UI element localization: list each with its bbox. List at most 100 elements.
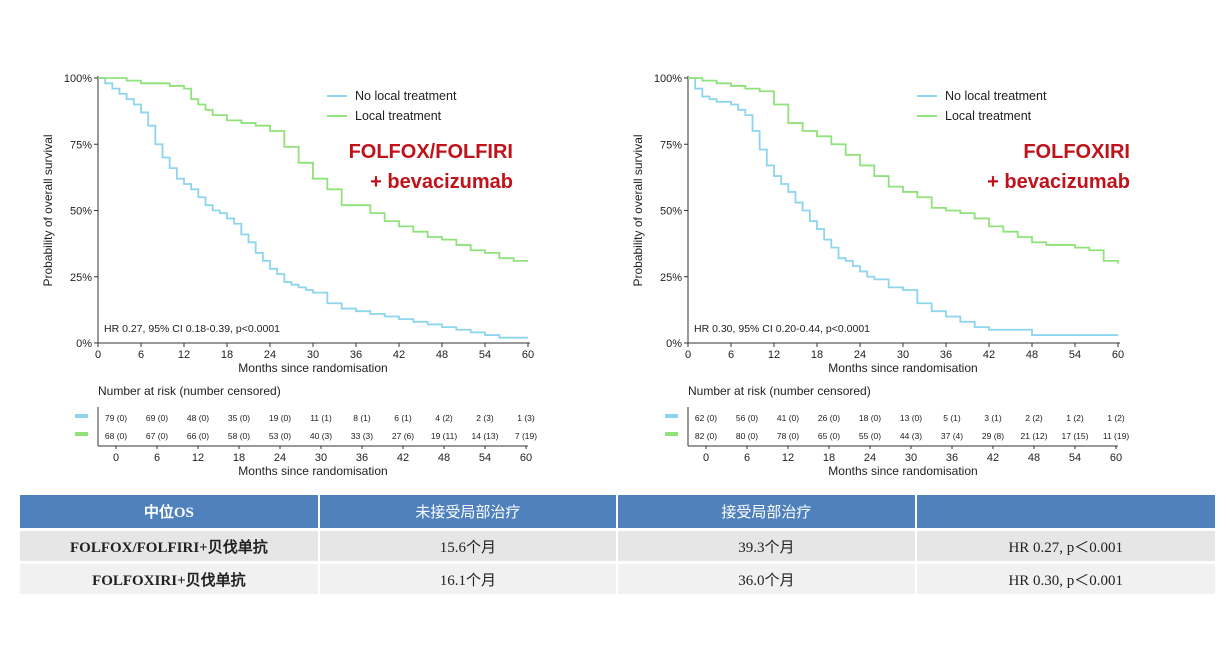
hr-cell: HR 0.30, p＜0.001 <box>916 564 1215 594</box>
risk-x-tick-label: 18 <box>233 452 245 464</box>
x-axis-label: Months since randomisation <box>828 361 977 375</box>
x-tick-label: 30 <box>897 349 909 361</box>
risk-count: 56 (0) <box>736 413 758 423</box>
x-tick-label: 6 <box>728 349 734 361</box>
x-tick-label: 24 <box>264 349 276 361</box>
risk-count: 13 (0) <box>900 413 922 423</box>
risk-count: 2 (3) <box>476 413 494 423</box>
risk-count: 1 (2) <box>1066 413 1084 423</box>
regimen-annotation: FOLFOX/FOLFIRI <box>349 141 513 163</box>
risk-count: 5 (1) <box>943 413 961 423</box>
y-tick-label: 75% <box>660 139 682 151</box>
risk-count: 82 (0) <box>695 431 717 441</box>
risk-x-tick-label: 54 <box>1069 452 1081 464</box>
risk-x-tick-label: 6 <box>744 452 750 464</box>
hr-text: HR 0.30, 95% CI 0.20-0.44, p<0.0001 <box>694 323 870 335</box>
y-tick-label: 0% <box>666 338 682 350</box>
x-tick-label: 24 <box>854 349 866 361</box>
x-tick-label: 36 <box>940 349 952 361</box>
risk-count: 78 (0) <box>777 431 799 441</box>
risk-count: 53 (0) <box>269 431 291 441</box>
x-tick-label: 36 <box>350 349 362 361</box>
survival-curve-local-treatment <box>98 77 528 262</box>
x-tick-label: 0 <box>685 349 691 361</box>
risk-count: 62 (0) <box>695 413 717 423</box>
risk-count: 37 (4) <box>941 431 963 441</box>
risk-x-tick-label: 42 <box>987 452 999 464</box>
risk-count: 80 (0) <box>736 431 758 441</box>
risk-count: 1 (3) <box>517 413 535 423</box>
median-os-table: 中位OS 未接受局部治疗 接受局部治疗 FOLFOX/FOLFIRI+贝伐单抗 … <box>18 492 1217 597</box>
header-no-local-treatment: 未接受局部治疗 <box>319 495 617 528</box>
risk-count: 41 (0) <box>777 413 799 423</box>
risk-x-axis-label: Months since randomisation <box>238 464 387 478</box>
risk-count: 67 (0) <box>146 431 168 441</box>
x-tick-label: 12 <box>768 349 780 361</box>
y-axis-label: Probability of overall survival <box>41 134 55 286</box>
x-tick-label: 30 <box>307 349 319 361</box>
risk-count: 2 (2) <box>1025 413 1043 423</box>
legend-label: No local treatment <box>355 89 457 103</box>
risk-x-tick-label: 12 <box>192 452 204 464</box>
local-os-cell: 39.3个月 <box>618 531 915 561</box>
risk-row-swatch <box>665 432 678 436</box>
y-tick-label: 50% <box>660 206 682 218</box>
x-tick-label: 54 <box>479 349 491 361</box>
survival-curve-local-treatment <box>688 77 1119 264</box>
risk-x-tick-label: 24 <box>864 452 876 464</box>
regimen-cell: FOLFOXIRI+贝伐单抗 <box>20 564 318 594</box>
no-local-os-cell: 16.1个月 <box>319 564 617 594</box>
legend-label: No local treatment <box>945 89 1047 103</box>
risk-count: 44 (3) <box>900 431 922 441</box>
risk-count: 29 (8) <box>982 431 1004 441</box>
survival-charts: 0%25%50%75%100%0 6 12 18 24 30 36 42 48 54 60Month… <box>41 73 1130 478</box>
risk-row-swatch <box>665 414 678 418</box>
risk-count: 48 (0) <box>187 413 209 423</box>
risk-count: 7 (19) <box>515 431 537 441</box>
survival-curve-no-local-treatment <box>98 77 528 339</box>
y-tick-label: 100% <box>654 73 682 85</box>
risk-x-tick-label: 12 <box>782 452 794 464</box>
risk-x-tick-label: 60 <box>1110 452 1122 464</box>
risk-x-tick-label: 18 <box>823 452 835 464</box>
risk-x-tick-label: 0 <box>703 452 709 464</box>
table-row: FOLFOXIRI+贝伐单抗 16.1个月 36.0个月 HR 0.30, p＜… <box>20 564 1215 594</box>
x-tick-label: 6 <box>138 349 144 361</box>
x-tick-label: 12 <box>178 349 190 361</box>
risk-row-swatch <box>75 432 88 436</box>
risk-count: 40 (3) <box>310 431 332 441</box>
risk-count: 11 (1) <box>310 413 332 423</box>
header-median-os: 中位OS <box>20 495 318 528</box>
x-tick-label: 0 <box>95 349 101 361</box>
risk-count: 4 (2) <box>435 413 453 423</box>
risk-count: 27 (6) <box>392 431 414 441</box>
risk-count: 66 (0) <box>187 431 209 441</box>
x-tick-label: 48 <box>436 349 448 361</box>
legend-label: Local treatment <box>355 109 442 123</box>
risk-count: 79 (0) <box>105 413 127 423</box>
km-chart-2: 0%25%50%75%100%0 6 12 18 24 30 36 42 48 54 60Month… <box>631 73 1130 478</box>
regimen-cell: FOLFOX/FOLFIRI+贝伐单抗 <box>20 531 318 561</box>
x-tick-label: 42 <box>393 349 405 361</box>
risk-x-tick-label: 48 <box>438 452 450 464</box>
x-tick-label: 18 <box>221 349 233 361</box>
risk-x-tick-label: 6 <box>154 452 160 464</box>
legend-label: Local treatment <box>945 109 1032 123</box>
risk-x-tick-label: 30 <box>315 452 327 464</box>
risk-count: 58 (0) <box>228 431 250 441</box>
y-tick-label: 50% <box>70 206 92 218</box>
risk-count: 65 (0) <box>818 431 840 441</box>
risk-count: 55 (0) <box>859 431 881 441</box>
x-tick-label: 18 <box>811 349 823 361</box>
risk-x-tick-label: 48 <box>1028 452 1040 464</box>
regimen-annotation: + bevacizumab <box>987 171 1130 193</box>
y-axis-label: Probability of overall survival <box>631 134 645 286</box>
header-local-treatment: 接受局部治疗 <box>618 495 915 528</box>
x-tick-label: 48 <box>1026 349 1038 361</box>
regimen-annotation: + bevacizumab <box>370 171 513 193</box>
hr-cell: HR 0.27, p＜0.001 <box>916 531 1215 561</box>
risk-count: 8 (1) <box>353 413 371 423</box>
survival-curve-no-local-treatment <box>688 77 1118 336</box>
risk-count: 14 (13) <box>472 431 499 441</box>
risk-x-tick-label: 36 <box>356 452 368 464</box>
